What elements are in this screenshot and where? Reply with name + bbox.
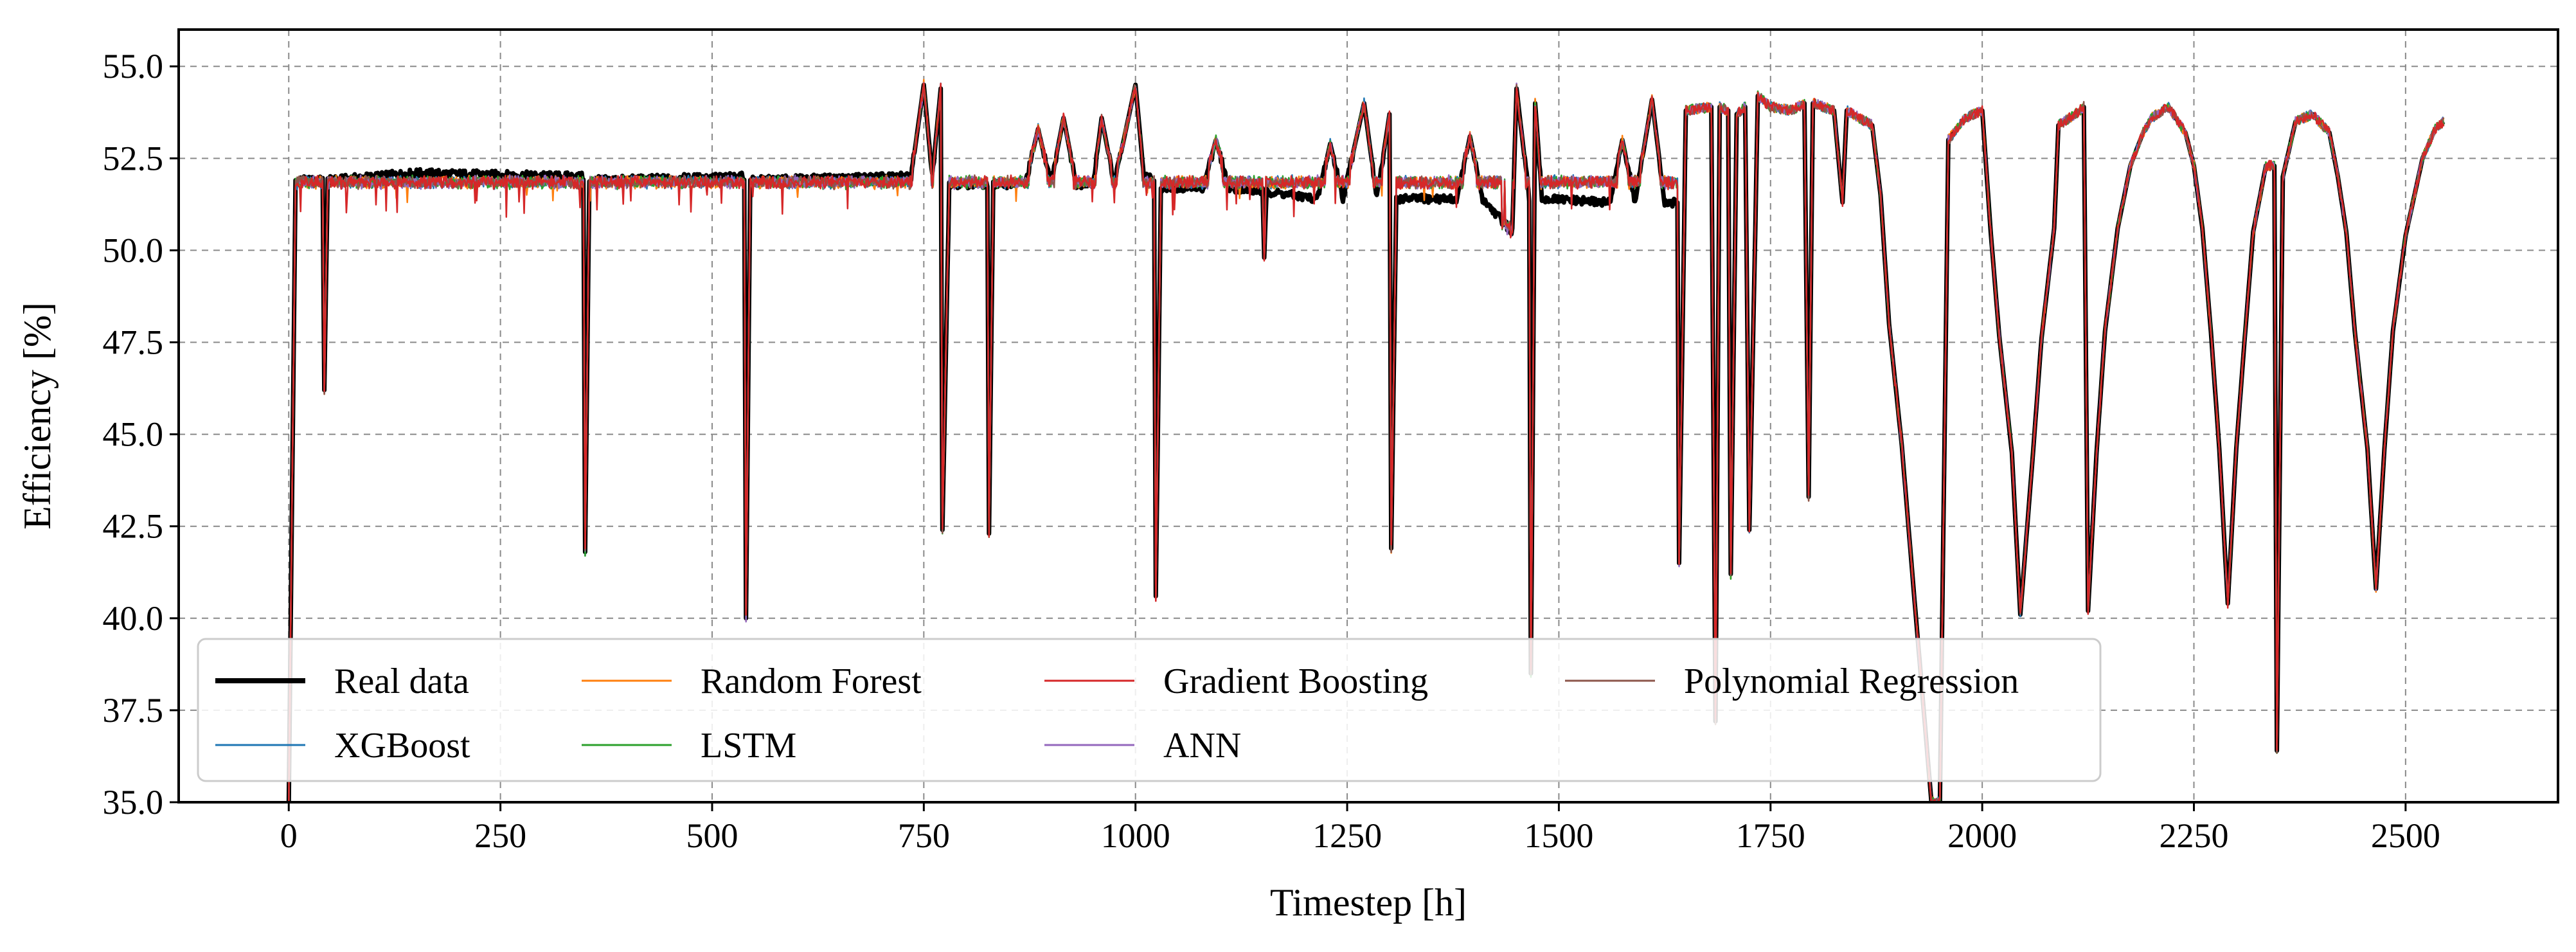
legend-label: LSTM <box>701 726 796 766</box>
x-tick-label: 1750 <box>1736 816 1805 855</box>
legend-label: Random Forest <box>701 661 922 701</box>
tick-layer: 0 250 500 750 1000 1250 1500 1750 2000 2250 2500 35… <box>103 47 2440 855</box>
x-tick-label: 1500 <box>1524 816 1593 855</box>
legend: Real data XGBoost Random Forest LSTM Gradien… <box>197 638 2102 782</box>
y-tick-label: 52.5 <box>103 139 164 177</box>
x-tick-label: 250 <box>474 816 526 855</box>
legend-box <box>197 638 2102 782</box>
x-tick-label: 500 <box>686 816 738 855</box>
x-tick-label: 2500 <box>2371 816 2440 855</box>
y-tick-label: 37.5 <box>103 691 164 730</box>
y-tick-label: 55.0 <box>103 47 164 85</box>
legend-label: XGBoost <box>334 726 470 766</box>
x-tick-label: 750 <box>898 816 950 855</box>
x-tick-label: 0 <box>280 816 298 855</box>
legend-label: Polynomial Regression <box>1684 661 2019 701</box>
legend-item-real-data: Real data <box>215 661 469 701</box>
y-axis-title: Efficiency [%] <box>16 302 58 530</box>
legend-label: Gradient Boosting <box>1163 661 1428 701</box>
y-tick-label: 40.0 <box>103 599 164 638</box>
legend-item-random-forest: Random Forest <box>582 661 922 701</box>
legend-item-ann: ANN <box>1044 726 1241 766</box>
legend-label: Real data <box>334 661 469 701</box>
x-tick-label: 1000 <box>1101 816 1170 855</box>
axes-frame <box>177 28 2559 804</box>
legend-item-gradient-boosting: Gradient Boosting <box>1044 661 1428 701</box>
legend-item-xgboost: XGBoost <box>215 726 470 766</box>
y-tick-label: 47.5 <box>103 323 164 362</box>
series-layer <box>286 78 2446 802</box>
legend-label: ANN <box>1163 726 1241 766</box>
y-tick-label: 50.0 <box>103 231 164 269</box>
y-tick-label: 35.0 <box>103 783 164 822</box>
series-line-gradient-boosting <box>288 82 2445 802</box>
legend-item-polynomial-regression: Polynomial Regression <box>1565 661 2019 701</box>
x-tick-label: 2250 <box>2160 816 2229 855</box>
x-tick-label: 2000 <box>1947 816 2017 855</box>
x-axis-title: Timestep [h] <box>1270 881 1467 924</box>
x-tick-label: 1250 <box>1312 816 1382 855</box>
legend-item-lstm: LSTM <box>582 726 796 766</box>
y-tick-label: 45.0 <box>103 415 164 454</box>
y-tick-label: 42.5 <box>103 507 164 546</box>
